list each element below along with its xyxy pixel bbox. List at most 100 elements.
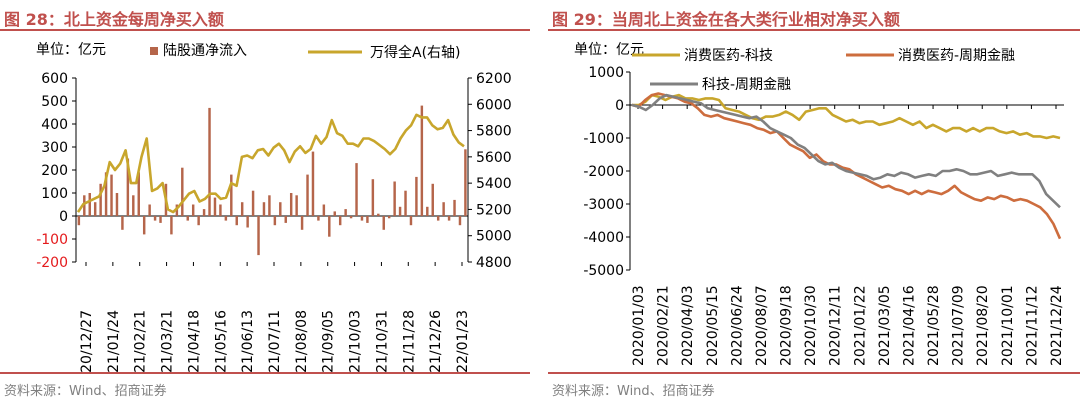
net-inflow-bar [148, 204, 151, 216]
net-inflow-bar [202, 209, 206, 216]
net-inflow-bar [311, 151, 315, 216]
x-tick-label: 2021/12/26 [428, 310, 444, 372]
net-inflow-bar [377, 213, 380, 216]
net-inflow-bar [333, 211, 336, 216]
legend-s1-label: 消费医药-科技 [684, 48, 773, 64]
net-inflow-bar [159, 216, 162, 223]
x-tick-label: 2021/04/18 [186, 310, 202, 372]
net-inflow-bar [398, 206, 402, 216]
right-y-tick-label: 4800 [476, 255, 512, 271]
net-inflow-bar [83, 195, 86, 216]
left-y-tick-label: 100 [41, 186, 68, 202]
net-inflow-bar [273, 216, 277, 226]
left-source: 资料来源：Wind、招商证券 [4, 384, 167, 399]
net-inflow-bar [99, 183, 102, 216]
right-chart-svg: 单位：亿元 1000 0 -1000 -2000 -3000 -4000 -5000 2020… [574, 42, 1065, 366]
x-tick-label: 2020/12/27 [79, 310, 95, 372]
net-inflow-bar [104, 172, 108, 216]
x-tick-label: 2020/02/21 [656, 285, 672, 366]
net-inflow-bar [322, 204, 326, 216]
net-inflow-bar [464, 149, 467, 216]
net-inflow-bar [317, 216, 320, 221]
left-y-tick-label: 200 [41, 163, 68, 179]
left-y-tick-label: 300 [41, 140, 68, 156]
x-tick-label: 2021/07/11 [267, 310, 283, 372]
consumer-minus-tech-line [632, 93, 1061, 140]
right-source: 资料来源：Wind、招商证券 [552, 384, 715, 399]
x-tick-label: 2021/01/24 [106, 310, 122, 372]
net-inflow-bar [132, 195, 135, 216]
net-inflow-bar [295, 195, 298, 216]
x-tick-label: 2021/01/22 [852, 285, 868, 366]
right-axes: 1000 0 -1000 -2000 -3000 -4000 -5000 2020/01/03… [583, 65, 1065, 366]
left-y-tick-label: -200 [36, 255, 68, 271]
legend-bar-label: 陆股通净流入 [163, 43, 247, 59]
net-inflow-bar [366, 216, 369, 223]
x-tick-label: 2021/08/08 [294, 310, 310, 372]
x-tick-label: 2021/03/05 [877, 285, 893, 366]
net-inflow-bar [360, 216, 364, 221]
net-inflow-bar [213, 197, 217, 216]
y-tick-label: 1000 [588, 65, 624, 81]
net-inflow-bar [262, 202, 266, 216]
right-title-rule [548, 29, 1080, 31]
tech-minus-cyclical-line [631, 93, 1061, 209]
left-chart: 单位：亿元 600 500 400 300 200 100 0 -100 -200 6200 600… [0, 32, 530, 372]
left-y-tick-label: 500 [41, 94, 68, 110]
net-inflow-bar [382, 216, 385, 230]
net-inflow-bar [137, 172, 140, 216]
net-inflow-bar [404, 190, 407, 216]
x-tick-label: 2020/09/18 [779, 285, 795, 366]
net-inflow-bar [426, 206, 429, 216]
net-inflow-bar [181, 167, 184, 216]
net-inflow-bar [349, 216, 353, 219]
net-inflow-bar [153, 216, 157, 221]
left-y-tick-label: -100 [36, 232, 68, 248]
left-legend: 陆股通净流入 万得全A(右轴) [150, 43, 461, 61]
net-inflow-bar [251, 190, 255, 216]
net-inflow-bar [93, 202, 97, 216]
legend-s2-label: 消费医药-周期金融 [898, 48, 1015, 64]
right-chart: 单位：亿元 1000 0 -1000 -2000 -3000 -4000 -5000 2020… [548, 32, 1080, 372]
net-inflow-bar [197, 216, 200, 226]
right-y-tick-label: 6200 [476, 71, 512, 87]
y-tick-label: -4000 [583, 230, 624, 246]
x-tick-label: 2021/11/28 [401, 310, 417, 372]
left-y-tick-label: 0 [59, 209, 68, 225]
x-tick-label: 2021/09/05 [321, 310, 337, 372]
net-inflow-bar [284, 216, 287, 223]
net-inflow-bar [420, 105, 424, 216]
net-inflow-bar [110, 174, 113, 216]
net-inflow-bar [409, 216, 413, 226]
x-tick-label: 2020/06/24 [729, 285, 745, 366]
legend-line-label: 万得全A(右轴) [370, 44, 461, 61]
net-inflow-bar [387, 216, 391, 219]
net-inflow-bar [126, 158, 130, 216]
y-tick-label: -1000 [583, 131, 624, 147]
legend-s3-label: 科技-周期金融 [702, 77, 791, 93]
net-inflow-bar [121, 216, 124, 230]
x-tick-label: 2021/07/09 [951, 285, 967, 366]
net-inflow-bar [88, 193, 91, 216]
net-inflow-bar [191, 204, 195, 216]
consumer-minus-cyclical-line [631, 92, 1062, 240]
net-inflow-bar [436, 216, 440, 221]
right-source-rule [548, 372, 1080, 374]
right-y-tick-label: 6000 [476, 97, 512, 113]
y-tick-label: -3000 [583, 197, 624, 213]
net-inflow-bar [230, 174, 233, 216]
y-tick-label: 0 [615, 98, 624, 114]
net-inflow-bar [355, 163, 358, 216]
left-line [76, 113, 465, 214]
x-tick-label: 2021/03/21 [160, 310, 176, 372]
net-inflow-bar [371, 179, 375, 216]
x-tick-label: 2021/10/03 [348, 310, 364, 372]
net-inflow-bar [257, 216, 260, 256]
net-inflow-bar [447, 216, 451, 221]
left-chart-title: 图 28：北上资金每周净买入额 [4, 10, 224, 29]
net-inflow-bar [186, 216, 189, 221]
net-inflow-bar [224, 216, 228, 221]
x-tick-label: 2021/10/31 [374, 310, 390, 372]
net-inflow-bar [115, 193, 119, 216]
left-title-rule [0, 29, 530, 31]
